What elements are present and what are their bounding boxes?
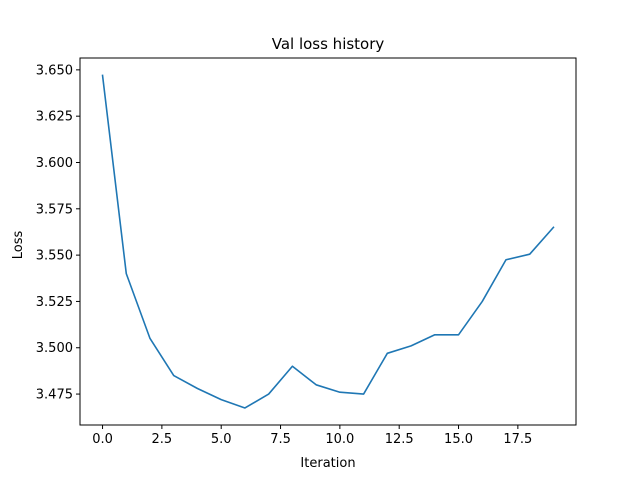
x-tick-label: 17.5 (503, 432, 532, 447)
x-tick-label: 2.5 (152, 432, 173, 447)
y-tick-label: 3.625 (36, 110, 73, 125)
x-tick-label: 10.0 (325, 432, 354, 447)
y-tick-label: 3.500 (36, 341, 73, 356)
y-tick-label: 3.550 (36, 249, 73, 264)
axes-frame (79, 57, 577, 426)
y-tick-label: 3.650 (36, 63, 73, 78)
plot-area: 0.0 2.5 5.0 7.5 10.0 12.5 15.0 17.5 3.475 3.500 3.… (36, 57, 577, 447)
y-tick-label: 3.475 (36, 388, 73, 403)
y-tick-label: 3.525 (36, 295, 73, 310)
series-line-0 (101, 74, 555, 409)
x-tick-label: 7.5 (270, 432, 291, 447)
x-tick-label: 0.0 (92, 432, 113, 447)
x-tick-label: 12.5 (385, 432, 414, 447)
y-tick-label: 3.600 (36, 156, 73, 171)
y-tick-label: 3.575 (36, 202, 73, 217)
x-tick-label: 15.0 (444, 432, 473, 447)
y-axis-label: Loss (11, 231, 26, 260)
x-axis-label: Iteration (300, 456, 355, 471)
chart-title: Val loss history (272, 35, 385, 53)
x-tick-label: 5.0 (211, 432, 232, 447)
